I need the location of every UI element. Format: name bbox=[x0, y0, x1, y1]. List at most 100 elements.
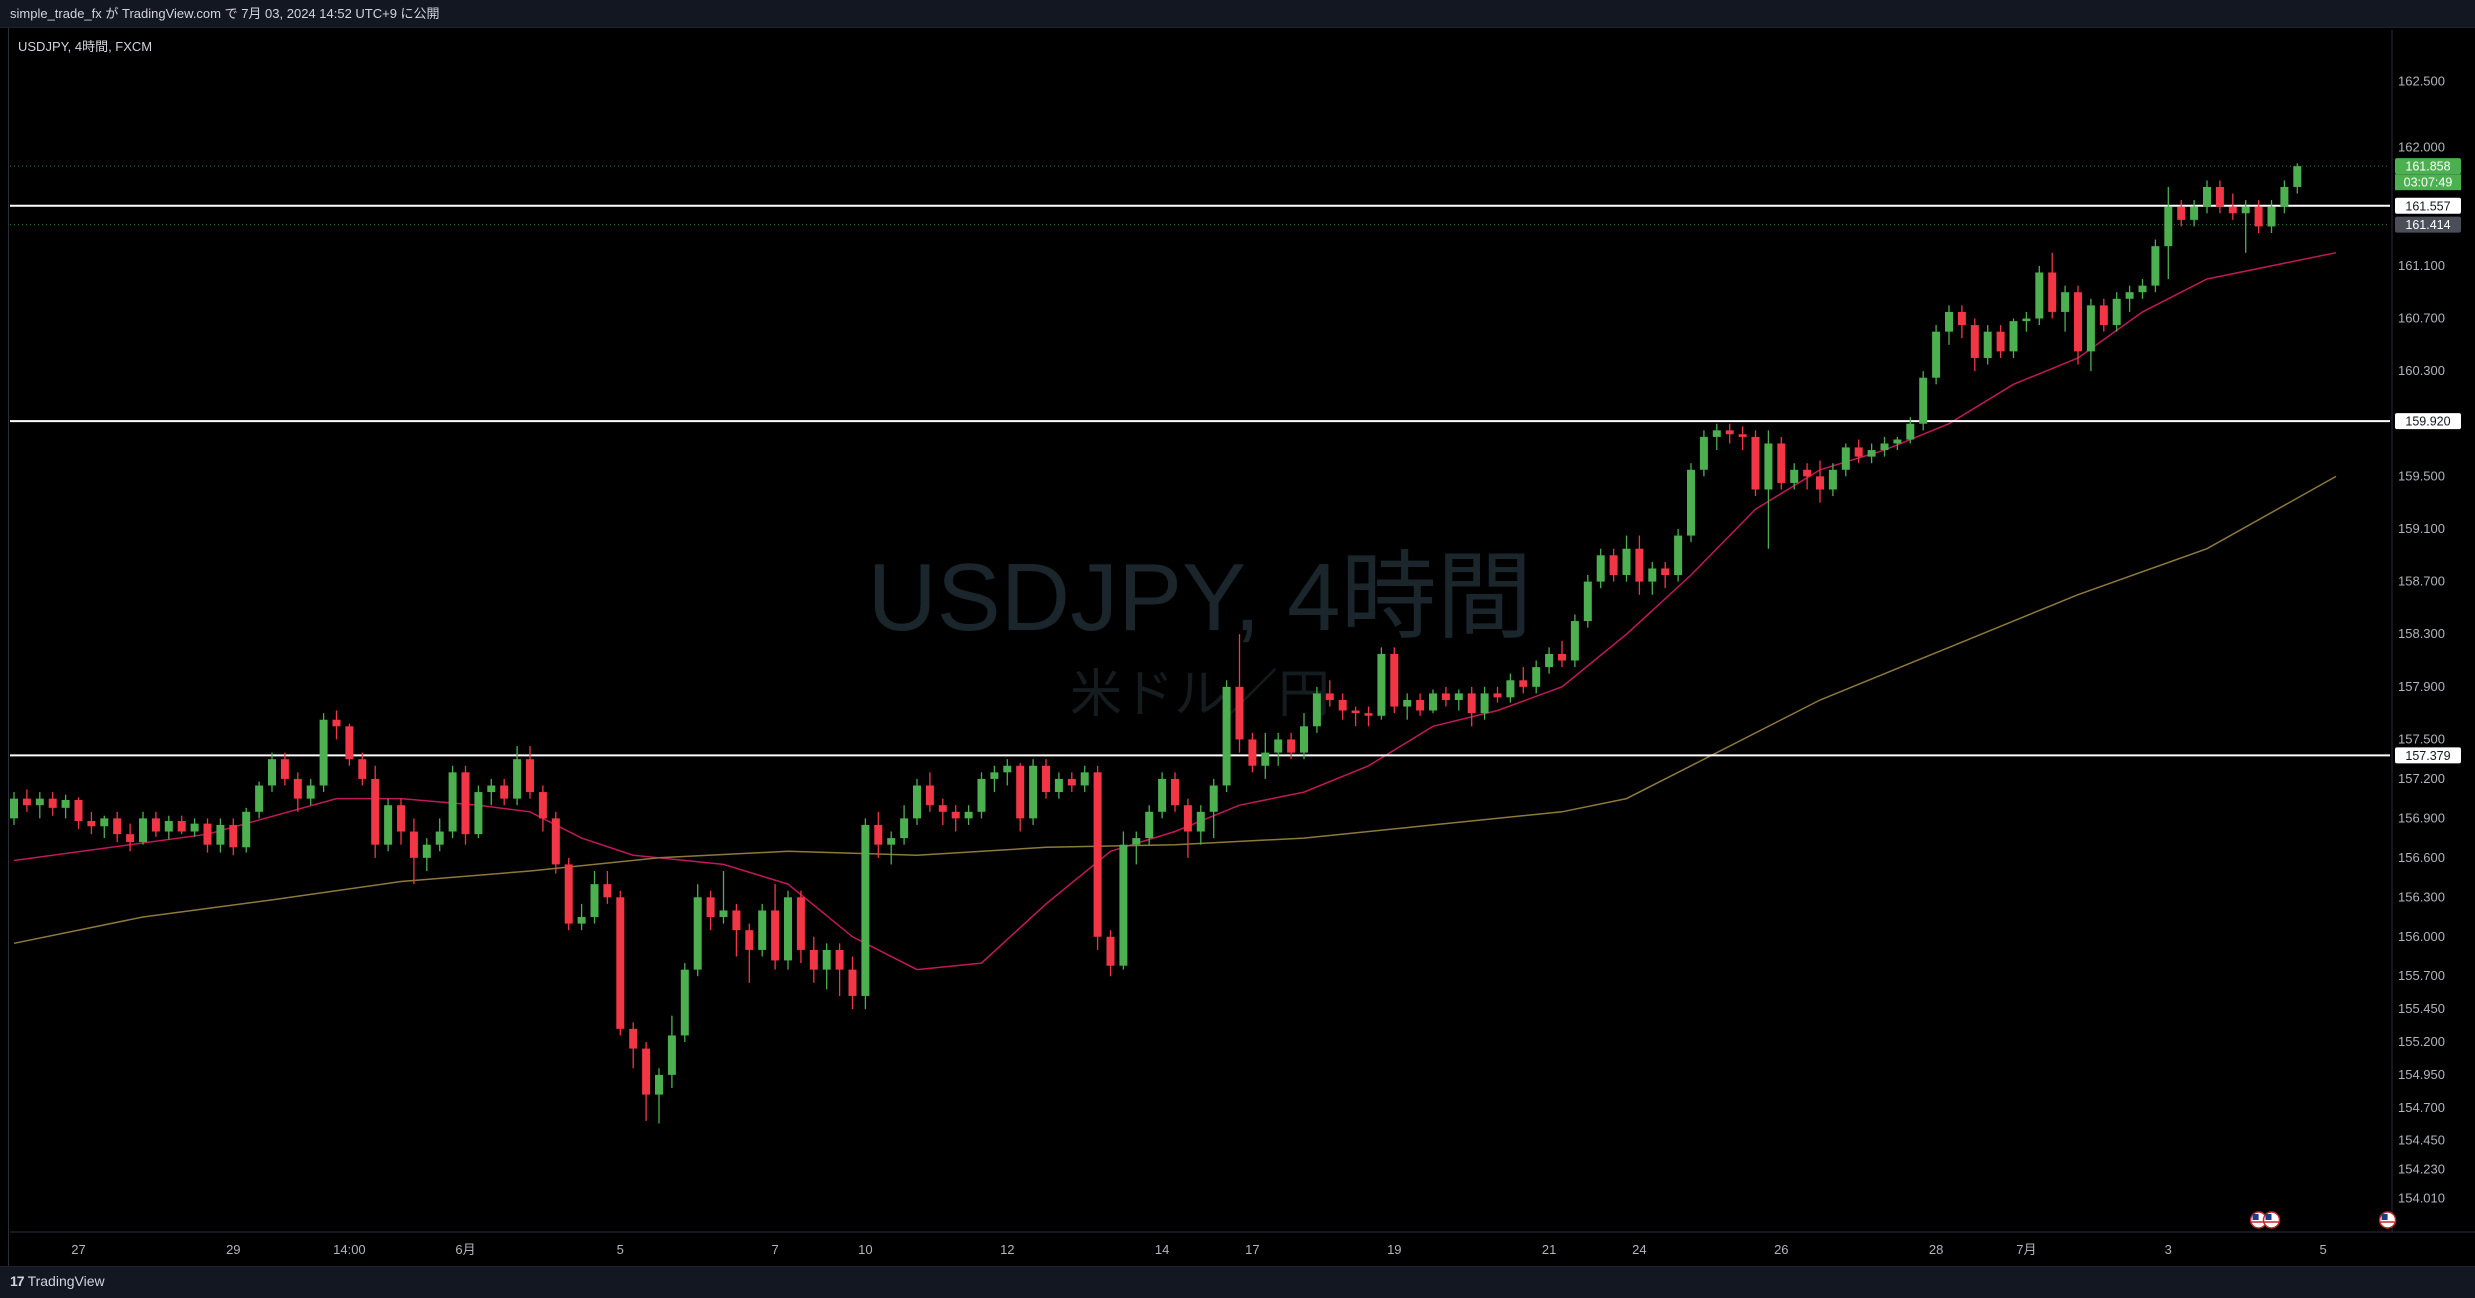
candle[interactable] bbox=[938, 798, 947, 825]
candle[interactable] bbox=[758, 903, 767, 957]
candle[interactable] bbox=[745, 923, 754, 983]
candle[interactable] bbox=[1932, 325, 1941, 385]
candle[interactable] bbox=[1558, 640, 1566, 668]
candle[interactable] bbox=[642, 1041, 651, 1121]
candle[interactable] bbox=[551, 811, 560, 874]
candle[interactable] bbox=[693, 884, 702, 977]
candle[interactable] bbox=[293, 772, 302, 812]
candle[interactable] bbox=[1751, 430, 1760, 497]
candle[interactable] bbox=[1919, 371, 1928, 431]
candle[interactable] bbox=[1248, 732, 1257, 773]
candle[interactable] bbox=[216, 818, 225, 853]
candle[interactable] bbox=[1183, 798, 1192, 858]
candle[interactable] bbox=[1532, 660, 1541, 694]
candle[interactable] bbox=[2164, 186, 2173, 280]
candle[interactable] bbox=[538, 785, 547, 832]
candle[interactable] bbox=[1067, 772, 1076, 793]
candle[interactable] bbox=[100, 815, 109, 839]
candle[interactable] bbox=[177, 815, 186, 835]
candle[interactable] bbox=[1570, 614, 1579, 668]
candlesticks[interactable] bbox=[10, 163, 2302, 1124]
candle[interactable] bbox=[1390, 647, 1399, 714]
candle[interactable] bbox=[1029, 759, 1038, 825]
candle[interactable] bbox=[2022, 311, 2031, 332]
candle[interactable] bbox=[861, 818, 870, 1010]
candle[interactable] bbox=[1674, 528, 1683, 582]
candle[interactable] bbox=[61, 794, 70, 819]
candle[interactable] bbox=[1545, 647, 1554, 674]
candle[interactable] bbox=[1274, 732, 1283, 766]
candle[interactable] bbox=[2203, 180, 2211, 214]
candle[interactable] bbox=[1145, 805, 1154, 845]
candle[interactable] bbox=[577, 903, 586, 931]
candle[interactable] bbox=[229, 818, 238, 856]
candle[interactable] bbox=[1622, 535, 1631, 582]
candle[interactable] bbox=[2215, 180, 2224, 214]
candle[interactable] bbox=[822, 943, 831, 990]
candle[interactable] bbox=[1287, 732, 1296, 760]
candle[interactable] bbox=[1377, 647, 1386, 720]
candle[interactable] bbox=[422, 838, 431, 871]
tradingview-logo[interactable]: 17 TradingView bbox=[10, 1273, 105, 1289]
candle[interactable] bbox=[2099, 298, 2108, 332]
candle[interactable] bbox=[655, 1068, 663, 1124]
candle[interactable] bbox=[603, 870, 612, 904]
candle[interactable] bbox=[2035, 265, 2044, 326]
candle[interactable] bbox=[474, 785, 483, 839]
candle[interactable] bbox=[164, 815, 173, 840]
candle[interactable] bbox=[2125, 285, 2134, 312]
candle[interactable] bbox=[255, 781, 264, 819]
candle[interactable] bbox=[1712, 423, 1721, 451]
candle[interactable] bbox=[1506, 673, 1515, 703]
candle[interactable] bbox=[680, 963, 689, 1042]
candle[interactable] bbox=[977, 772, 986, 819]
candle[interactable] bbox=[564, 857, 573, 931]
candle[interactable] bbox=[1480, 686, 1489, 720]
candle[interactable] bbox=[1093, 765, 1102, 950]
candle[interactable] bbox=[2280, 180, 2289, 214]
candle[interactable] bbox=[345, 723, 354, 766]
candle[interactable] bbox=[2048, 252, 2057, 319]
candle[interactable] bbox=[48, 792, 57, 816]
candle[interactable] bbox=[2138, 279, 2147, 299]
candle[interactable] bbox=[1042, 759, 1050, 799]
candle[interactable] bbox=[1016, 763, 1025, 832]
candle[interactable] bbox=[1854, 439, 1863, 464]
candle[interactable] bbox=[1957, 305, 1966, 339]
candle[interactable] bbox=[2177, 200, 2186, 227]
candle[interactable] bbox=[732, 903, 741, 957]
candle[interactable] bbox=[900, 805, 909, 845]
candle[interactable] bbox=[74, 797, 83, 829]
event-markers[interactable] bbox=[2249, 1211, 2397, 1229]
candle[interactable] bbox=[1364, 706, 1373, 727]
candle[interactable] bbox=[925, 772, 934, 812]
candle[interactable] bbox=[461, 765, 470, 845]
candle[interactable] bbox=[1609, 548, 1618, 582]
candle[interactable] bbox=[1325, 680, 1334, 707]
candle[interactable] bbox=[1171, 772, 1179, 812]
symbol-legend[interactable]: USDJPY, 4時間, FXCM bbox=[18, 39, 153, 54]
us-flag-icon[interactable] bbox=[2262, 1211, 2281, 1229]
candle[interactable] bbox=[1467, 686, 1476, 727]
candle[interactable] bbox=[964, 805, 973, 825]
candle[interactable] bbox=[1764, 430, 1773, 549]
candle[interactable] bbox=[306, 778, 315, 806]
candle[interactable] bbox=[1441, 686, 1450, 707]
candle[interactable] bbox=[2190, 200, 2199, 227]
price-chart[interactable]: USDJPY, 4時間 米ドル／円 162.500162.000161.1001… bbox=[0, 0, 2475, 1266]
candle[interactable] bbox=[1583, 575, 1592, 628]
candle[interactable] bbox=[590, 870, 599, 924]
candle[interactable] bbox=[796, 890, 805, 964]
candle[interactable] bbox=[151, 811, 160, 837]
candle[interactable] bbox=[913, 778, 921, 825]
candle[interactable] bbox=[397, 798, 405, 845]
candle[interactable] bbox=[126, 823, 135, 852]
candle[interactable] bbox=[332, 710, 341, 740]
candle[interactable] bbox=[1403, 693, 1412, 720]
candle[interactable] bbox=[809, 936, 818, 983]
candle[interactable] bbox=[1970, 318, 1979, 372]
candle[interactable] bbox=[87, 811, 96, 835]
candle[interactable] bbox=[874, 811, 883, 858]
candle[interactable] bbox=[190, 818, 199, 837]
candle[interactable] bbox=[10, 792, 18, 825]
